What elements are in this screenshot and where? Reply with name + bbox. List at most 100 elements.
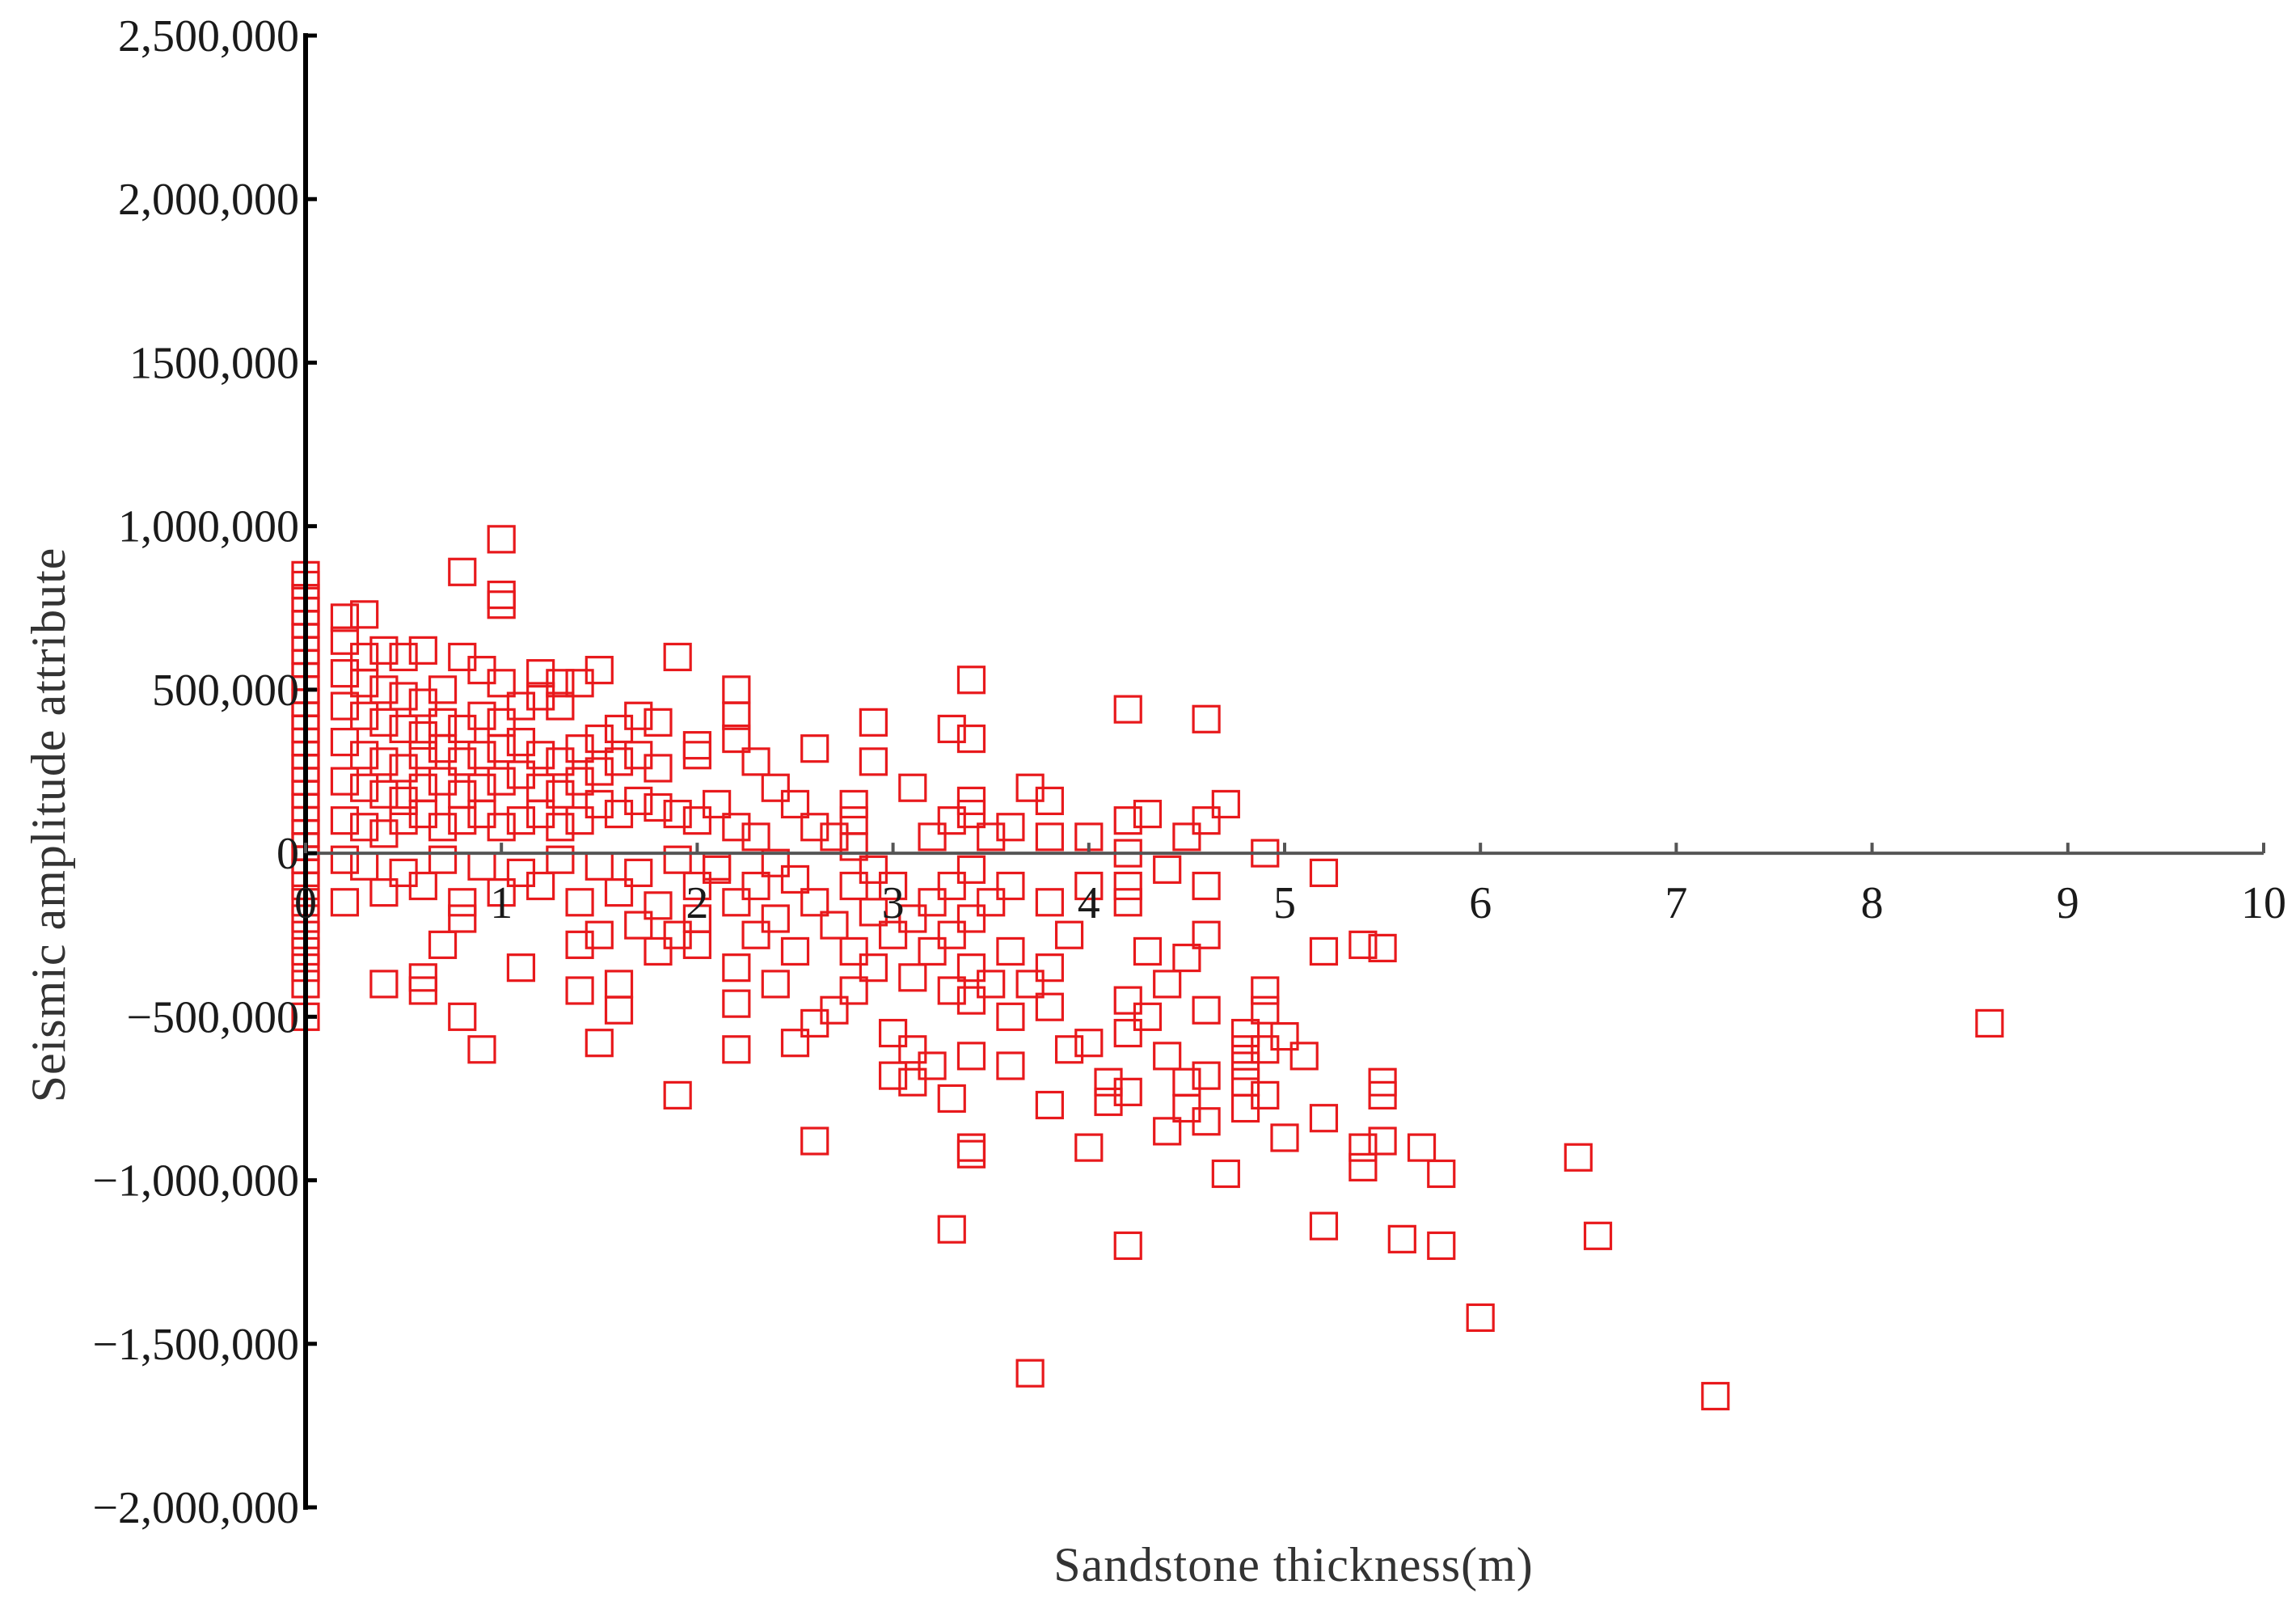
data-point bbox=[624, 858, 653, 887]
data-point bbox=[1309, 858, 1339, 887]
data-point bbox=[1113, 1077, 1142, 1106]
data-point bbox=[996, 813, 1025, 842]
data-point bbox=[330, 767, 360, 796]
data-point bbox=[682, 731, 712, 760]
data-point bbox=[428, 813, 458, 842]
data-point bbox=[1348, 1133, 1378, 1162]
data-point bbox=[448, 1002, 477, 1031]
data-point bbox=[369, 878, 399, 907]
data-point bbox=[859, 747, 888, 776]
data-point bbox=[506, 806, 536, 835]
data-point bbox=[1427, 1231, 1456, 1261]
y-tick-label: 2,500,000 bbox=[118, 11, 299, 61]
data-point bbox=[1192, 806, 1221, 835]
data-point bbox=[448, 806, 477, 835]
data-point bbox=[722, 953, 751, 983]
data-point bbox=[1153, 1042, 1182, 1071]
data-point bbox=[487, 813, 516, 842]
data-point bbox=[839, 789, 868, 819]
data-point bbox=[1113, 1018, 1142, 1048]
data-point bbox=[956, 666, 986, 695]
x-axis-ticks: 0 1 2 3 4 5 6 7 8 9 10 bbox=[294, 843, 2286, 928]
data-point bbox=[565, 767, 594, 796]
data-point bbox=[1387, 1224, 1416, 1253]
data-point bbox=[624, 786, 653, 816]
data-point bbox=[1309, 1104, 1339, 1133]
data-point bbox=[956, 1042, 986, 1071]
data-point bbox=[878, 871, 908, 901]
data-point bbox=[585, 852, 614, 881]
data-point bbox=[839, 871, 868, 901]
data-point bbox=[663, 1080, 692, 1110]
data-point bbox=[1113, 986, 1142, 1015]
data-point bbox=[898, 1035, 927, 1064]
data-point bbox=[741, 871, 770, 901]
data-point bbox=[565, 734, 594, 763]
data-point bbox=[585, 656, 614, 685]
data-point bbox=[996, 1002, 1025, 1031]
data-point bbox=[487, 708, 516, 737]
data-point bbox=[1348, 1152, 1378, 1181]
data-point bbox=[604, 970, 634, 999]
data-point bbox=[1192, 1107, 1221, 1136]
data-point bbox=[565, 976, 594, 1005]
y-tick-label: −1,000,000 bbox=[92, 1156, 299, 1207]
data-point bbox=[741, 920, 770, 949]
data-point bbox=[350, 642, 379, 672]
data-point bbox=[722, 1035, 751, 1064]
data-point bbox=[898, 963, 927, 992]
data-point bbox=[839, 806, 868, 835]
data-point bbox=[1309, 936, 1339, 966]
data-point bbox=[859, 953, 888, 983]
data-point bbox=[1153, 855, 1182, 884]
x-tick-label: 8 bbox=[1861, 878, 1884, 928]
data-point bbox=[350, 669, 379, 698]
data-point bbox=[937, 714, 966, 744]
data-point bbox=[487, 878, 516, 907]
data-point bbox=[722, 675, 751, 704]
data-point bbox=[546, 669, 575, 698]
data-point bbox=[350, 773, 379, 802]
data-point bbox=[898, 904, 927, 933]
data-point bbox=[996, 871, 1025, 901]
axes: 2,500,000 2,000,000 1500,000 1,000,000 500,0… bbox=[92, 11, 2286, 1533]
data-point bbox=[585, 757, 614, 786]
data-point bbox=[1113, 695, 1142, 724]
data-point bbox=[506, 953, 536, 983]
data-point bbox=[369, 970, 399, 999]
data-point bbox=[937, 1215, 966, 1244]
data-point bbox=[800, 734, 829, 763]
data-point bbox=[663, 799, 692, 829]
data-point bbox=[878, 1018, 908, 1048]
data-point bbox=[506, 691, 536, 721]
data-point bbox=[408, 636, 437, 665]
data-point bbox=[1192, 1061, 1221, 1090]
data-point bbox=[918, 936, 947, 966]
data-point bbox=[859, 898, 888, 927]
marker-layer bbox=[291, 525, 2004, 1411]
x-tick-label: 5 bbox=[1273, 878, 1296, 928]
data-point bbox=[487, 734, 516, 763]
data-point bbox=[487, 669, 516, 698]
y-tick-label: 1500,000 bbox=[129, 338, 299, 388]
data-point bbox=[330, 845, 360, 874]
data-point bbox=[350, 701, 379, 730]
data-point bbox=[1094, 1087, 1123, 1117]
data-point bbox=[467, 852, 496, 881]
data-point bbox=[1701, 1381, 1730, 1411]
x-tick-label: 0 bbox=[294, 878, 317, 928]
y-tick-label: 2,000,000 bbox=[118, 175, 299, 225]
data-point bbox=[682, 930, 712, 959]
data-point bbox=[820, 995, 849, 1025]
data-point bbox=[585, 724, 614, 754]
data-point bbox=[956, 1139, 986, 1169]
data-point bbox=[330, 603, 360, 632]
data-point bbox=[956, 855, 986, 884]
data-point bbox=[389, 806, 418, 835]
data-point bbox=[1035, 992, 1064, 1021]
data-point bbox=[761, 848, 790, 877]
data-point bbox=[330, 888, 360, 917]
data-point bbox=[624, 911, 653, 940]
data-point bbox=[703, 855, 732, 884]
